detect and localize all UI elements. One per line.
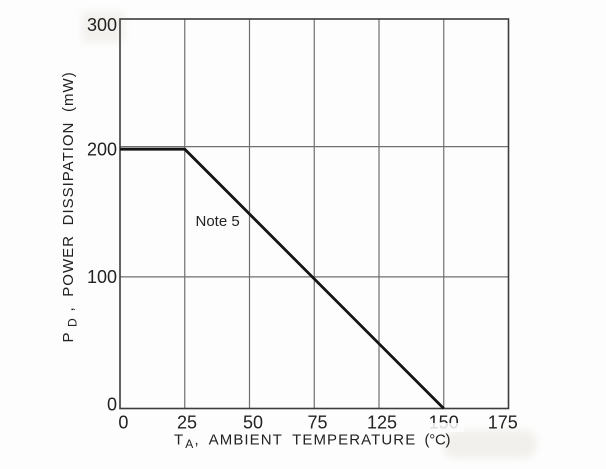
svg-text:(°C): (°C) <box>425 432 451 449</box>
svg-text:T: T <box>174 432 183 449</box>
svg-text:75: 75 <box>307 413 327 433</box>
svg-text:0: 0 <box>107 395 117 415</box>
svg-text:125: 125 <box>367 413 397 433</box>
svg-text:, AMBIENT TEMPERATURE: , AMBIENT TEMPERATURE <box>195 432 417 449</box>
svg-text:D: D <box>65 318 79 327</box>
svg-text:A: A <box>185 437 193 451</box>
svg-text:50: 50 <box>243 413 263 433</box>
svg-text:200: 200 <box>87 140 117 160</box>
svg-text:25: 25 <box>177 413 197 433</box>
svg-text:0: 0 <box>118 413 128 433</box>
svg-text:175: 175 <box>488 413 518 433</box>
svg-text:300: 300 <box>87 15 117 35</box>
svg-text:100: 100 <box>87 267 117 287</box>
svg-text:Note 5: Note 5 <box>196 213 240 230</box>
svg-text:P: P <box>60 332 77 342</box>
svg-text:, POWER DISSIPATION (mW): , POWER DISSIPATION (mW) <box>60 72 77 312</box>
